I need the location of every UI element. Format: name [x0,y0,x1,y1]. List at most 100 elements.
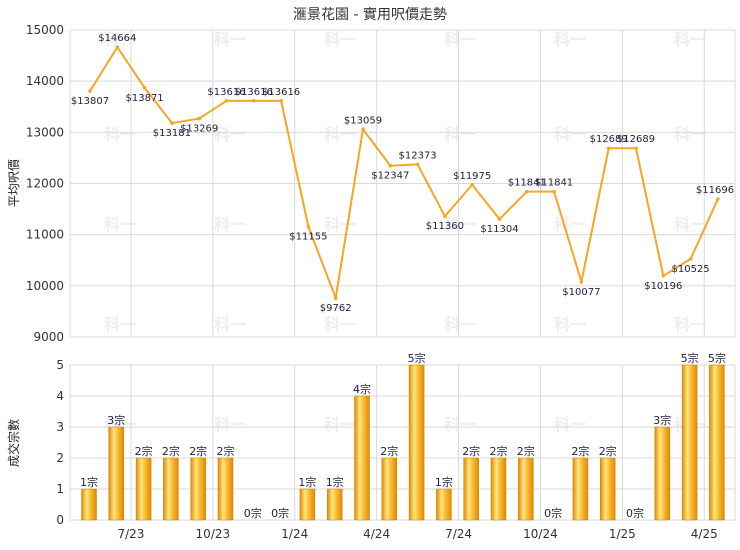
price-data-label: $12347 [371,171,409,182]
line-series [88,45,720,302]
watermark-text: 科一 [104,30,136,49]
bar-value-label: 3宗 [653,413,671,427]
price-point [579,280,584,284]
bar-chart-grid: 0 1 2 3 4 5 [56,358,736,527]
price-data-label: $13059 [344,115,382,126]
watermark-text: 科一 [674,315,706,334]
price-point [470,182,475,187]
bar [654,426,671,521]
watermark-text: 科一 [444,30,476,49]
price-data-label: $13807 [71,96,109,107]
bar [299,488,316,521]
price-line [89,45,719,302]
price-point [497,217,502,221]
bar-value-label: 2宗 [217,444,235,458]
bar-value-label: 2宗 [571,444,589,458]
line-y-tick-label: 11000 [26,228,64,242]
price-data-label: $13181 [153,128,191,139]
price-point [525,189,529,194]
watermark-text: 科一 [324,125,356,144]
bar-value-labels: 1宗 3宗 2宗 2宗 2宗 2宗 0宗 0宗 1宗 1宗 4宗 2宗 5宗 1宗 2宗 2宗 2宗 0宗 2宗 2宗… [80,351,726,520]
price-point [170,121,174,125]
bar-value-label: 2宗 [189,444,207,458]
price-point [252,99,256,103]
watermark-text: 科一 [444,215,476,234]
bar-y-tick-label: 0 [56,513,64,527]
price-data-label: $11696 [696,185,734,196]
bar [436,488,452,521]
x-tick-label: 7/24 [445,527,472,541]
watermark-text: 科一 [554,30,586,49]
line-chart-grid: 9000 10000 11000 12000 13000 14000 15000 [26,23,736,344]
watermark-text: 科一 [324,415,356,434]
bar [463,457,479,521]
bar-value-label: 1宗 [326,475,344,489]
bar-y-tick-label: 3 [56,420,64,434]
line-y-tick-label: 12000 [26,177,64,191]
line-y-tick-label: 10000 [26,279,64,293]
price-point [388,163,393,168]
price-data-label: $13616 [207,87,245,98]
price-data-label: $11841 [535,178,573,189]
watermark-text: 科一 [554,125,586,144]
watermark-text: 科一 [554,315,586,334]
bar-value-label: 2宗 [380,444,398,458]
bar-value-label: 2宗 [162,444,180,458]
x-tick-label: 1/25 [609,527,636,541]
price-data-label: $11975 [453,171,491,182]
bar-value-label: 1宗 [435,475,453,489]
bar-y-tick-label: 1 [56,482,64,496]
x-tick-label: 4/25 [691,527,718,541]
line-y-tick-label: 9000 [33,330,64,344]
bar [381,457,398,521]
bar [135,457,152,521]
bar [572,457,589,521]
bar [163,457,179,521]
price-data-label: $10525 [672,264,710,275]
bar [217,457,234,521]
price-point [606,146,611,151]
price-data-label: $11155 [289,232,327,243]
price-data-label: $13269 [180,124,218,135]
line-value-labels: $13807$14664$13871$13181$13269$13616$136… [71,33,734,314]
bar-value-label: 1宗 [298,475,316,489]
price-data-label: $10196 [644,281,682,292]
watermark-text: 科一 [674,125,706,144]
price-data-label: $13616 [262,87,300,98]
price-data-label: $11304 [480,224,518,235]
watermark-text: 科一 [444,125,476,144]
price-point [306,224,311,229]
bar-y-axis-title: 成交宗數 [6,419,21,467]
x-tick-label: 10/24 [523,527,558,541]
x-tick-label: 1/24 [281,527,308,541]
bar-value-label: 0宗 [271,506,289,520]
watermark-text: 科一 [324,315,356,334]
price-point [443,214,447,219]
bar [108,426,125,521]
watermark-text: 科一 [444,315,476,334]
bar [709,364,725,521]
price-data-label: $13871 [126,93,164,104]
watermark-text: 科一 [214,215,246,234]
line-y-tick-label: 13000 [26,125,64,139]
price-point [661,274,666,278]
chart-title: 滙景花園 - 實用呎價走勢 [293,6,447,23]
price-point [552,189,556,194]
watermark-text: 科一 [674,30,706,49]
bar [518,457,534,521]
price-data-label: $10077 [562,287,600,298]
line-y-tick-label: 15000 [26,23,64,37]
watermark-text: 科一 [554,215,586,234]
line-y-axis-title: 平均呎價 [7,159,21,207]
x-tick-label: 10/23 [196,527,231,541]
bar [81,488,97,521]
watermark-text: 科一 [214,125,246,144]
bar-value-label: 4宗 [353,382,371,396]
price-point [279,99,283,103]
bar-y-tick-label: 2 [56,451,64,465]
bar-value-label: 2宗 [490,444,508,458]
bar-value-label: 1宗 [80,475,98,489]
bar-y-tick-label: 4 [56,389,64,403]
bar-value-label: 0宗 [244,506,262,520]
